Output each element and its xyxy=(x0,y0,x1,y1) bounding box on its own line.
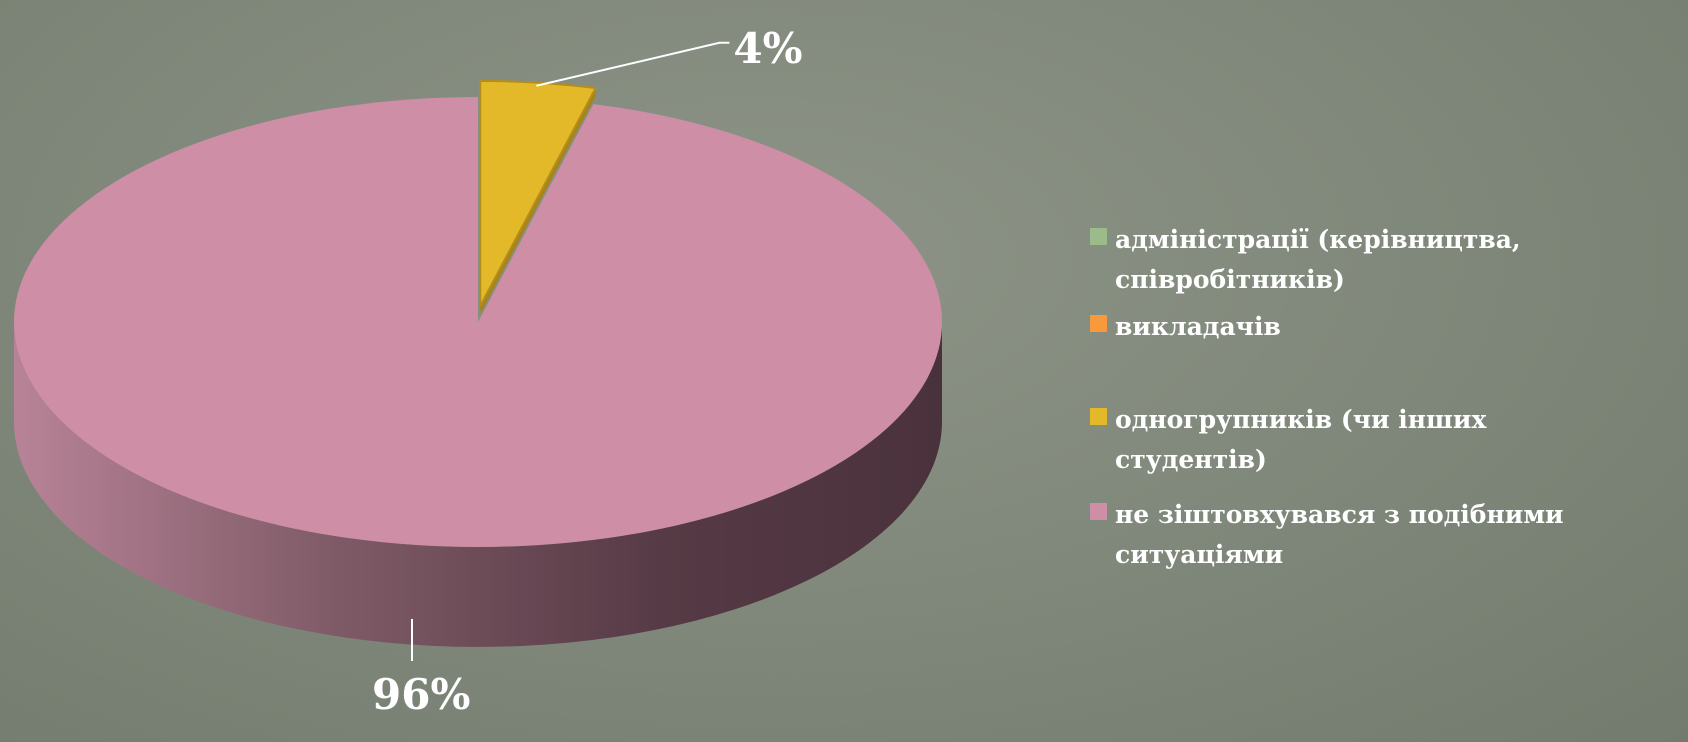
legend-swatch-administration xyxy=(1090,228,1107,245)
pie-side-wall-not-encountered xyxy=(14,322,942,647)
legend-item-administration: адміністрації (керівництва, співробітник… xyxy=(1090,220,1615,300)
data-label-classmates: 4% xyxy=(733,24,802,73)
leader-line-classmates xyxy=(536,41,730,87)
legend-label-teachers: викладачів xyxy=(1115,312,1281,341)
legend-swatch-classmates xyxy=(1090,408,1107,425)
legend-label-not-encountered: не зіштовхувався з подібними ситуаціями xyxy=(1115,500,1564,569)
data-label-not-encountered: 96% xyxy=(372,670,470,719)
legend-label-classmates: одногрупників (чи інших студентів) xyxy=(1115,405,1487,474)
pie-slice-classmates xyxy=(479,79,598,307)
legend-item-teachers: викладачів xyxy=(1090,307,1281,347)
pie-slice-not-encountered xyxy=(13,97,942,547)
legend-item-not-encountered: не зіштовхувався з подібними ситуаціями xyxy=(1090,495,1615,575)
legend-swatch-teachers xyxy=(1090,315,1107,332)
legend-label-administration: адміністрації (керівництва, співробітник… xyxy=(1115,225,1521,294)
legend-item-classmates: одногрупників (чи інших студентів) xyxy=(1090,400,1615,480)
legend-swatch-not-encountered xyxy=(1090,503,1107,520)
